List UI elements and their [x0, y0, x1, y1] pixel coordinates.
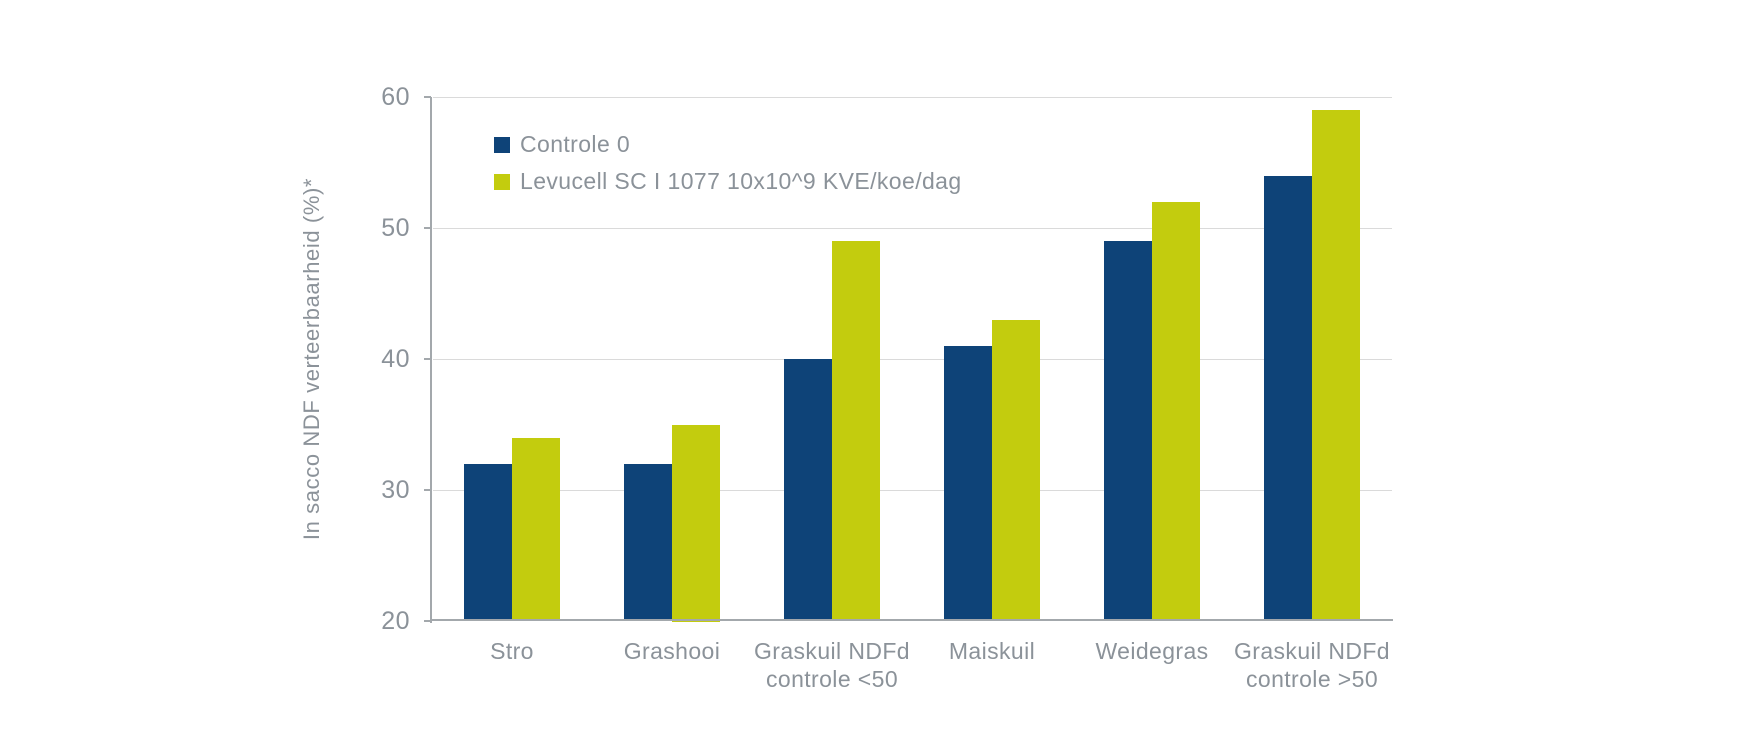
bar-controle-0-stro [464, 464, 512, 621]
gridline-30 [433, 490, 1392, 491]
legend-item-levucell: Levucell SC I 1077 10x10^9 KVE/koe/dag [494, 168, 962, 195]
x-category-label-weidegras: Weidegras [1095, 638, 1209, 664]
y-tick-30 [424, 489, 431, 491]
x-category-label-graskuil-ndfd-controle-50: Graskuil NDFd controle <50 [753, 638, 910, 692]
bar-levucell-sc-i-1077-10x10-9-kve-koe-dag-graskuil-ndfd-controle-50 [832, 241, 880, 621]
y-axis-title: In sacco NDF verteerbaarheid (%)* [299, 177, 324, 541]
bar-levucell-sc-i-1077-10x10-9-kve-koe-dag-maiskuil [992, 320, 1040, 621]
x-category-label-grashooi: Grashooi [623, 638, 721, 664]
gridline-60 [433, 97, 1392, 98]
plot-area [430, 97, 1393, 623]
y-tick-label-40: 40 [381, 345, 410, 373]
legend-label: Levucell SC I 1077 10x10^9 KVE/koe/dag [520, 168, 962, 194]
y-tick-label-60: 60 [381, 83, 410, 111]
y-axis-line [430, 97, 432, 623]
x-category-label-stro: Stro [490, 638, 534, 664]
bar-levucell-sc-i-1077-10x10-9-kve-koe-dag-graskuil-ndfd-controle-50 [1312, 110, 1360, 621]
legend-swatch-icon [494, 173, 510, 190]
bar-controle-0-graskuil-ndfd-controle-50 [1264, 176, 1312, 621]
y-tick-label-30: 30 [381, 476, 410, 504]
y-tick-50 [424, 227, 431, 229]
x-category-label-graskuil-ndfd-controle-50: Graskuil NDFd controle >50 [1233, 638, 1390, 692]
bar-levucell-sc-i-1077-10x10-9-kve-koe-dag-stro [512, 438, 560, 621]
legend: Controle 0 Levucell SC I 1077 10x10^9 KV… [494, 131, 962, 205]
y-tick-40 [424, 358, 431, 360]
bar-levucell-sc-i-1077-10x10-9-kve-koe-dag-grashooi [672, 425, 720, 622]
y-tick-60 [424, 96, 431, 98]
x-axis-line [430, 619, 1393, 621]
legend-swatch-icon [494, 136, 510, 153]
bar-controle-0-maiskuil [944, 346, 992, 621]
y-tick-label-20: 20 [381, 607, 410, 635]
y-tick-label-50: 50 [381, 214, 410, 242]
gridline-40 [433, 359, 1392, 360]
bar-controle-0-grashooi [624, 464, 672, 621]
gridline-50 [433, 228, 1392, 229]
x-category-label-maiskuil: Maiskuil [948, 638, 1036, 664]
legend-item-controle-0: Controle 0 [494, 131, 962, 158]
y-tick-20 [424, 620, 431, 622]
bar-controle-0-graskuil-ndfd-controle-50 [784, 359, 832, 621]
bar-controle-0-weidegras [1104, 241, 1152, 621]
legend-label: Controle 0 [520, 131, 631, 157]
bar-levucell-sc-i-1077-10x10-9-kve-koe-dag-weidegras [1152, 202, 1200, 621]
